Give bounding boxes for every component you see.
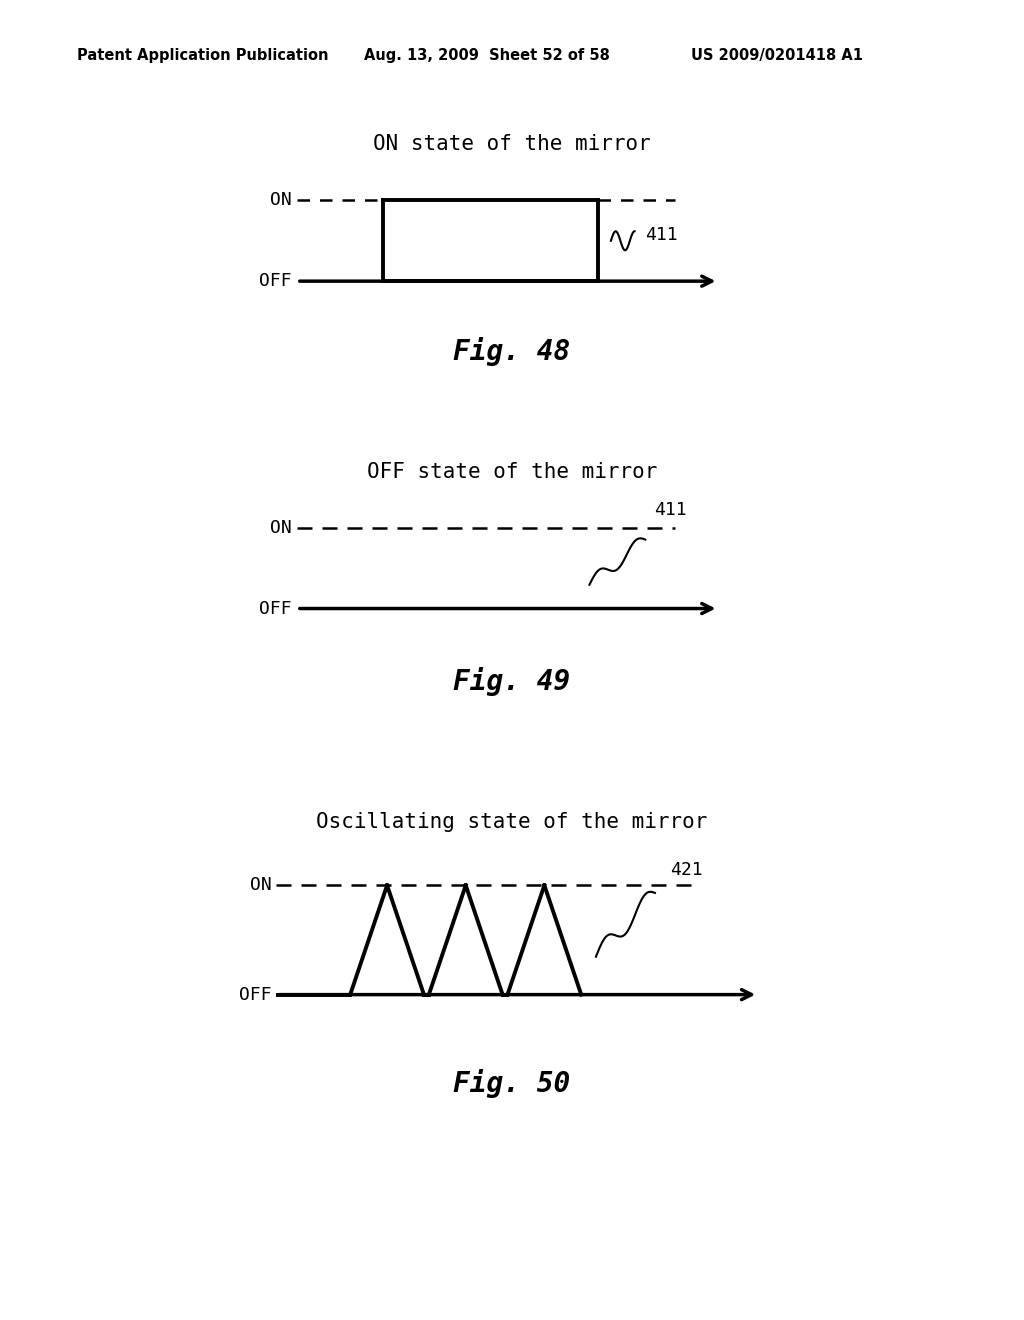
Text: ON: ON — [270, 519, 292, 537]
Text: US 2009/0201418 A1: US 2009/0201418 A1 — [691, 48, 863, 62]
Text: ON: ON — [250, 876, 271, 895]
Text: 411: 411 — [645, 226, 678, 244]
Text: Aug. 13, 2009  Sheet 52 of 58: Aug. 13, 2009 Sheet 52 of 58 — [364, 48, 609, 62]
Text: Oscillating state of the mirror: Oscillating state of the mirror — [316, 812, 708, 832]
Text: 411: 411 — [654, 500, 686, 519]
Text: OFF: OFF — [259, 599, 292, 618]
Text: Fig. 48: Fig. 48 — [454, 337, 570, 366]
Text: Fig. 50: Fig. 50 — [454, 1069, 570, 1098]
Text: OFF state of the mirror: OFF state of the mirror — [367, 462, 657, 482]
Text: ON state of the mirror: ON state of the mirror — [373, 135, 651, 154]
Text: Fig. 49: Fig. 49 — [454, 667, 570, 696]
Text: ON: ON — [270, 191, 292, 210]
Text: Patent Application Publication: Patent Application Publication — [77, 48, 329, 62]
Text: OFF: OFF — [259, 272, 292, 290]
Text: OFF: OFF — [239, 986, 271, 1003]
Text: 421: 421 — [670, 861, 702, 879]
